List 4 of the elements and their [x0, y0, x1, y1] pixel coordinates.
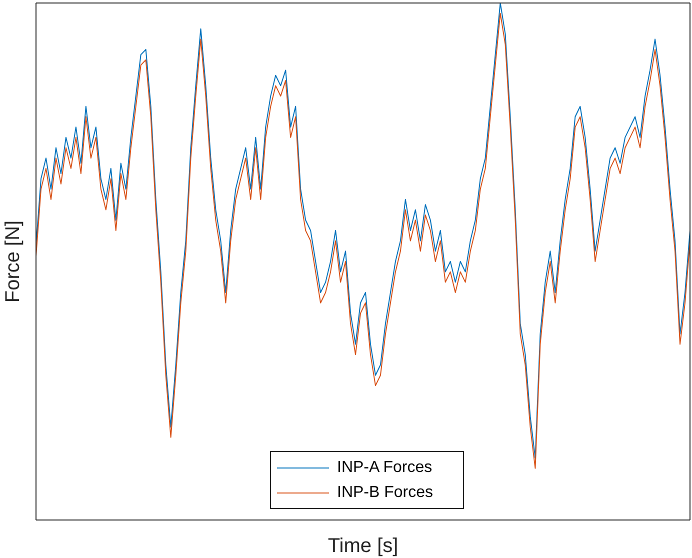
x-axis-title: Time [s]: [328, 535, 398, 557]
legend-label: INP-A Forces: [337, 458, 432, 476]
legend-label: INP-B Forces: [337, 484, 434, 502]
y-axis-title: Force [N]: [2, 220, 24, 303]
